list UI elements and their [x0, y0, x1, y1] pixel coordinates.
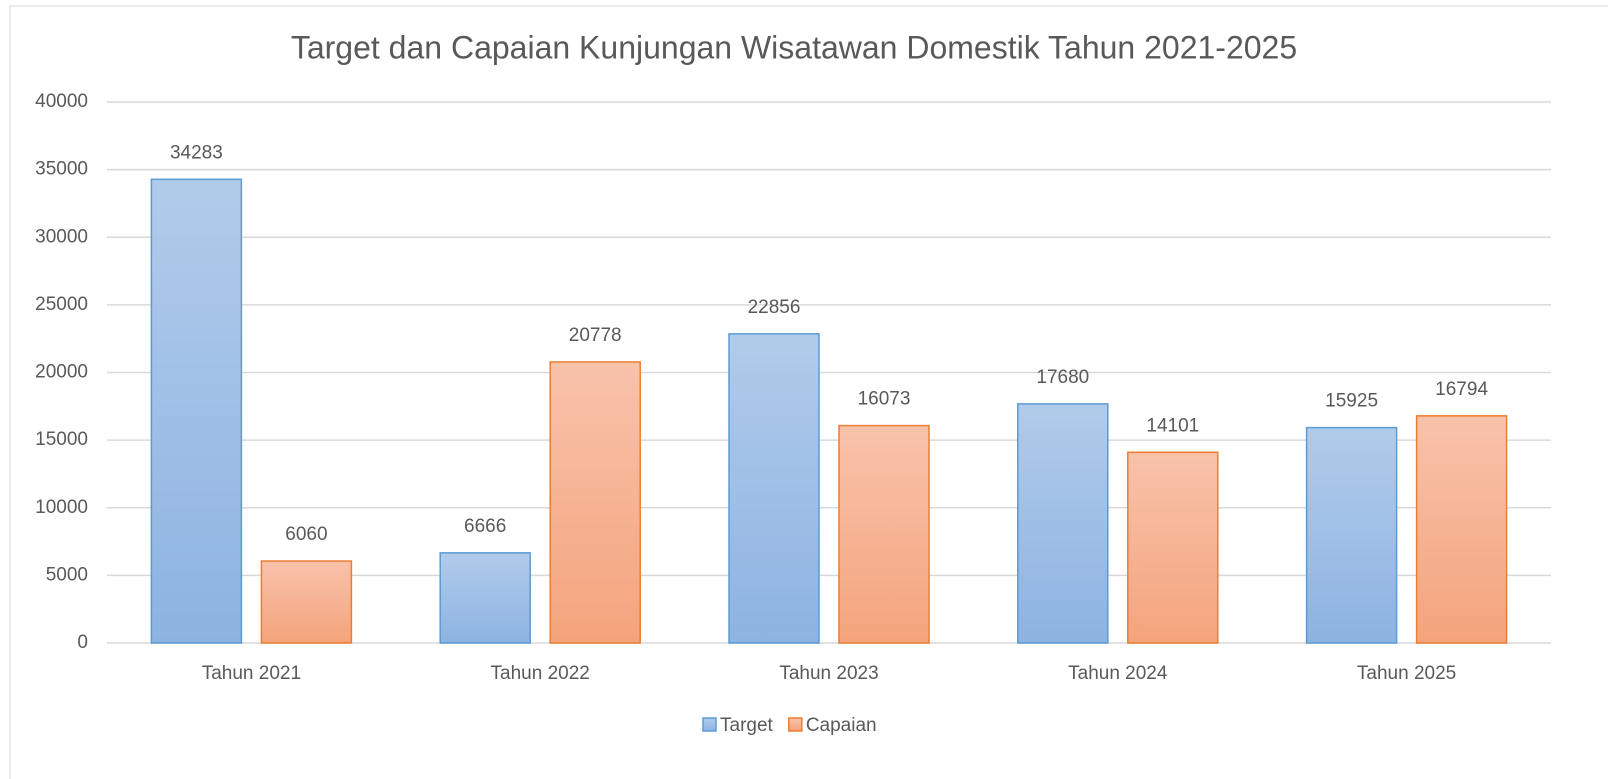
legend-swatch	[788, 717, 803, 732]
value-label: 22856	[748, 297, 801, 318]
y-tick-label: 5000	[46, 564, 88, 585]
y-tick-label: 30000	[35, 226, 88, 247]
x-tick-label: Tahun 2024	[1068, 663, 1168, 684]
x-tick-label: Tahun 2025	[1357, 663, 1456, 684]
bar	[1127, 451, 1219, 644]
value-label: 16073	[858, 389, 911, 410]
bar	[549, 361, 641, 644]
bar	[1305, 426, 1398, 644]
value-label: 34283	[170, 142, 223, 163]
x-tick-label: Tahun 2021	[202, 663, 301, 684]
value-label: 16794	[1435, 379, 1488, 400]
y-tick-label: 0	[77, 632, 88, 653]
y-tick-label: 35000	[35, 159, 88, 180]
value-label: 6060	[285, 524, 327, 545]
y-tick-label: 40000	[35, 91, 88, 112]
y-tick-label: 15000	[35, 429, 88, 450]
legend-label: Target	[720, 715, 774, 736]
value-label: 17680	[1036, 367, 1089, 388]
bar	[1415, 415, 1508, 644]
value-label: 6666	[464, 516, 506, 537]
y-tick-label: 25000	[35, 294, 88, 315]
y-tick-label: 10000	[35, 497, 88, 518]
bar	[728, 333, 820, 644]
bar	[439, 552, 531, 644]
x-tick-label: Tahun 2022	[491, 663, 590, 684]
legend-label: Capaian	[806, 715, 877, 736]
bar	[150, 178, 243, 644]
bar	[1017, 403, 1109, 644]
legend-swatch	[702, 717, 717, 732]
value-label: 14101	[1146, 415, 1199, 436]
x-tick-label: Tahun 2023	[779, 663, 878, 684]
value-label: 20778	[569, 325, 622, 346]
bar	[838, 424, 930, 644]
bar	[260, 560, 353, 644]
y-tick-label: 20000	[35, 362, 88, 383]
value-label: 15925	[1325, 391, 1378, 412]
chart-title: Target dan Capaian Kunjungan Wisatawan D…	[291, 29, 1297, 65]
